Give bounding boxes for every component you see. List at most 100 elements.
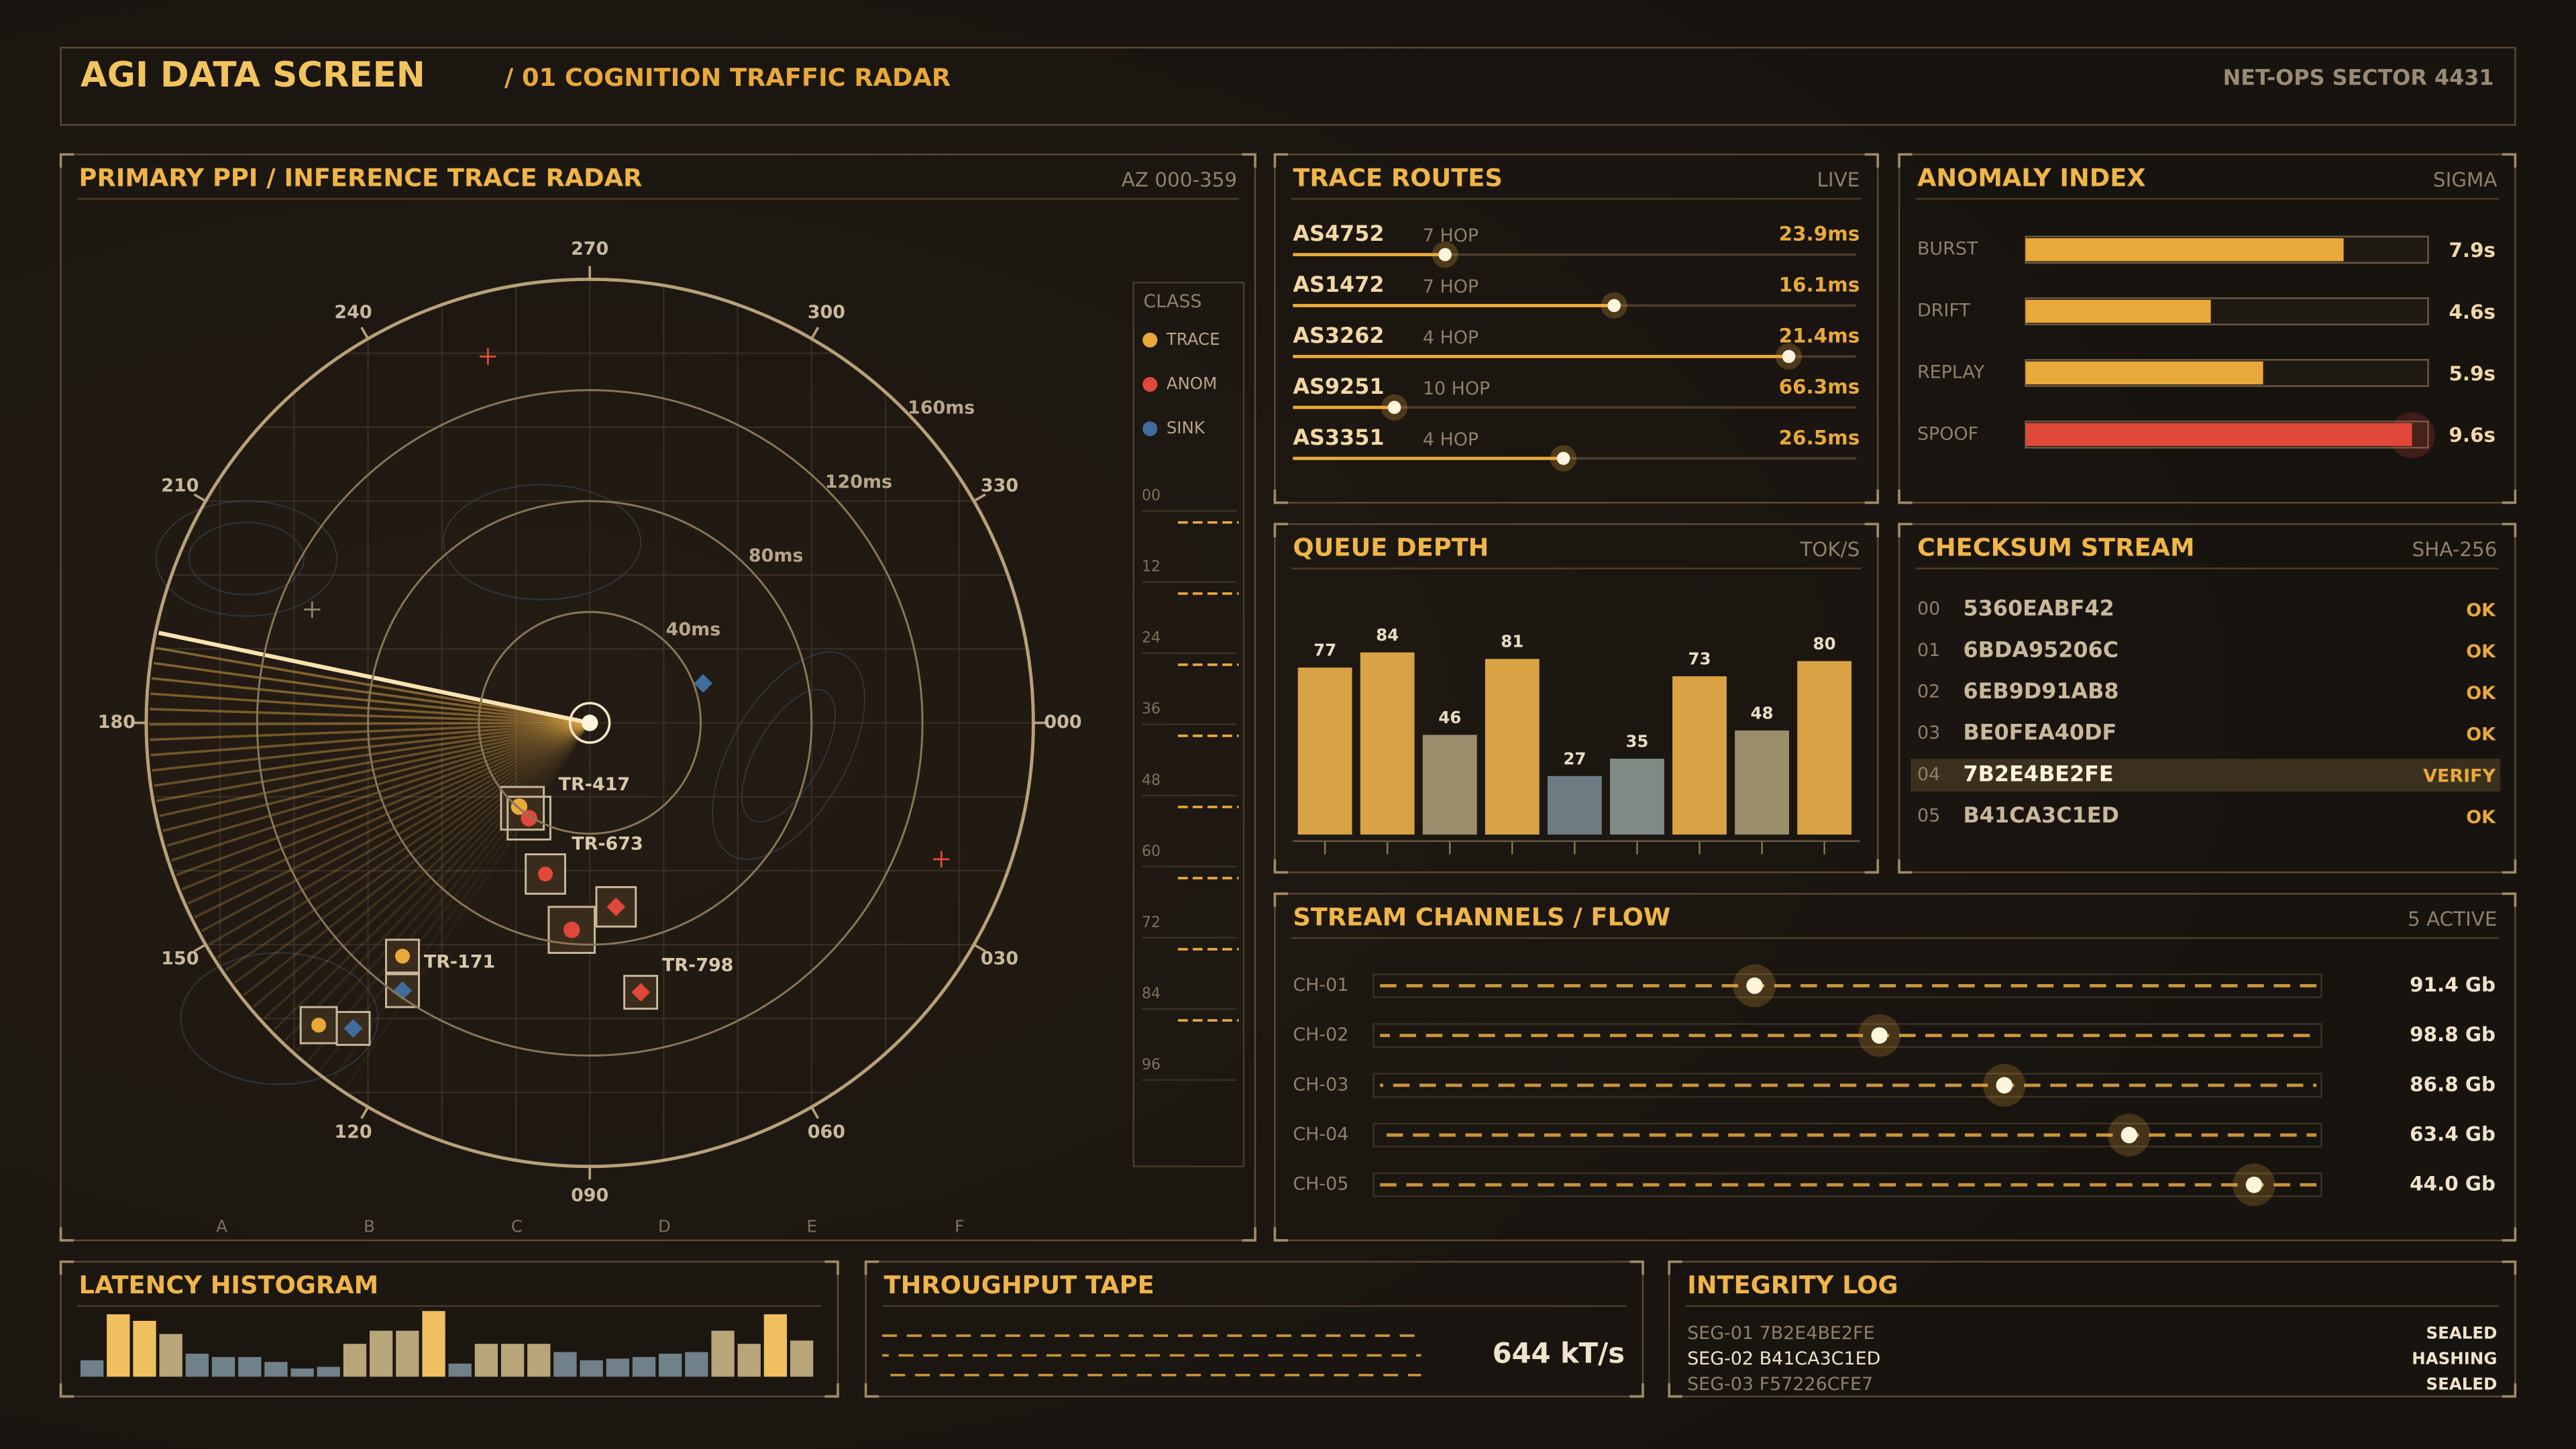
bearing-tick	[193, 943, 207, 953]
bearing-label: 330	[981, 475, 1018, 496]
app-title: AGI DATA SCREEN	[80, 55, 425, 95]
panel-title: THROUGHPUT TAPE	[884, 1271, 1155, 1299]
anomaly-value: 4.6s	[2449, 301, 2496, 323]
channel-knob	[1996, 1077, 2012, 1094]
checksum-status: OK	[2466, 600, 2496, 621]
panel-frame	[1274, 523, 1879, 873]
legend-swatch	[1142, 421, 1158, 437]
queue-value: 84	[1376, 625, 1399, 645]
panel-title: QUEUE DEPTH	[1293, 533, 1489, 561]
anomaly-name: SPOOF	[1917, 423, 1978, 444]
channel-name: CH-01	[1293, 975, 1348, 996]
range-label: 80ms	[749, 545, 804, 566]
sweep-trail	[343, 722, 591, 1089]
channel-name: CH-03	[1293, 1074, 1348, 1095]
target-diamond	[606, 897, 626, 916]
radar: TR-417 TR-673 TR-171 TR-798 CLASS 40ms 80…	[98, 239, 1245, 1236]
column-label: F	[955, 1216, 964, 1236]
sweep-trail	[166, 721, 590, 847]
panel-tag: 5 ACTIVE	[2408, 908, 2497, 930]
anomaly-value: 7.9s	[2449, 239, 2496, 262]
target-labels: TR-417 TR-673 TR-171 TR-798	[424, 774, 734, 975]
panel-title: TRACE ROUTES	[1293, 163, 1502, 192]
log-status: SEALED	[2426, 1324, 2498, 1343]
target-label: TR-673	[572, 833, 643, 854]
sweep-trail	[273, 722, 591, 1031]
anomaly-bar	[2025, 423, 2412, 446]
range-ring	[256, 389, 924, 1057]
bearing-label: 270	[571, 239, 608, 260]
log-entry: SEG-02 B41CA3C1ED	[1687, 1348, 1880, 1369]
route-knob	[1782, 350, 1796, 364]
bearing-tick	[360, 327, 370, 339]
queue-bar	[1797, 661, 1851, 835]
target-diamond	[343, 1019, 363, 1038]
radar-sweep	[149, 631, 591, 1089]
queue-bar	[1360, 652, 1415, 835]
route-asn: AS3351	[1293, 425, 1384, 450]
scale-label: 84	[1142, 985, 1161, 1002]
scale-label: 48	[1142, 772, 1161, 789]
route-hops: 7 HOP	[1423, 276, 1479, 297]
histogram-bar	[159, 1334, 182, 1377]
checksum-hash: BE0FEA40DF	[1964, 720, 2117, 745]
queue-bar	[1610, 758, 1664, 835]
route-asn: AS4752	[1293, 221, 1384, 246]
scale-label: 36	[1142, 701, 1161, 718]
checksum-hash: 5360EABF42	[1964, 596, 2114, 621]
log-entry: SEG-01 7B2E4BE2FE	[1687, 1323, 1874, 1344]
bearing-label: 150	[161, 949, 199, 969]
checksum-status: VERIFY	[2423, 765, 2496, 786]
channel-knob	[1746, 977, 1763, 994]
panel-title: ANOMALY INDEX	[1917, 163, 2146, 192]
range-label: 160ms	[908, 398, 975, 419]
checksum-status: OK	[2466, 683, 2496, 704]
sweep-trail	[150, 721, 590, 741]
histogram-bar	[264, 1362, 288, 1377]
cross-marker	[304, 601, 321, 618]
histogram-bar	[343, 1344, 367, 1377]
legend-swatch	[1142, 377, 1158, 392]
channel-track	[1373, 973, 2322, 998]
target-dot	[394, 949, 411, 964]
anomaly-name: BURST	[1917, 239, 1978, 260]
panel-corners	[59, 1260, 839, 1398]
channel-track	[1373, 1023, 2322, 1048]
target-label: TR-798	[662, 955, 733, 976]
column-label: A	[216, 1216, 227, 1236]
column-label: B	[364, 1216, 375, 1236]
legend-label: TRACE	[1166, 329, 1220, 349]
legend-label: SINK	[1167, 418, 1205, 437]
log-status: SEALED	[2426, 1374, 2498, 1393]
sweep-trail	[181, 721, 590, 891]
sweep-trail	[153, 661, 590, 724]
sweep-trail	[225, 722, 591, 971]
channel-rate: 98.8 Gb	[2410, 1023, 2496, 1046]
scale-label: 96	[1142, 1057, 1161, 1073]
queue-bar	[1485, 659, 1540, 835]
route-hops: 4 HOP	[1423, 429, 1479, 450]
log-entry: SEG-03 F57226CFE7	[1687, 1374, 1873, 1395]
checksum-index: 01	[1917, 640, 1940, 661]
bearing-tick	[810, 1106, 820, 1120]
scale-label: 00	[1142, 488, 1161, 504]
queue-value: 77	[1313, 641, 1336, 660]
route-hops: 4 HOP	[1423, 327, 1479, 348]
panel-frame	[865, 1260, 1644, 1397]
scale-label: 12	[1142, 559, 1161, 576]
anomaly-value: 9.6s	[2449, 424, 2496, 447]
anomaly-bar	[2025, 299, 2211, 323]
panel-frame	[1668, 1260, 2516, 1397]
range-ring	[367, 500, 813, 946]
panel-corners	[1273, 153, 1880, 504]
sweep-trail	[152, 677, 590, 724]
checksum-index: 04	[1917, 764, 1940, 785]
panel-corners	[59, 153, 1256, 1242]
panel-frame	[1898, 153, 2516, 504]
target-label: TR-171	[424, 952, 495, 973]
legend-swatch	[1142, 332, 1158, 347]
target-dot	[564, 921, 580, 938]
histogram-bar	[133, 1320, 156, 1377]
sector-label: NET-OPS SECTOR 4431	[2223, 65, 2494, 91]
